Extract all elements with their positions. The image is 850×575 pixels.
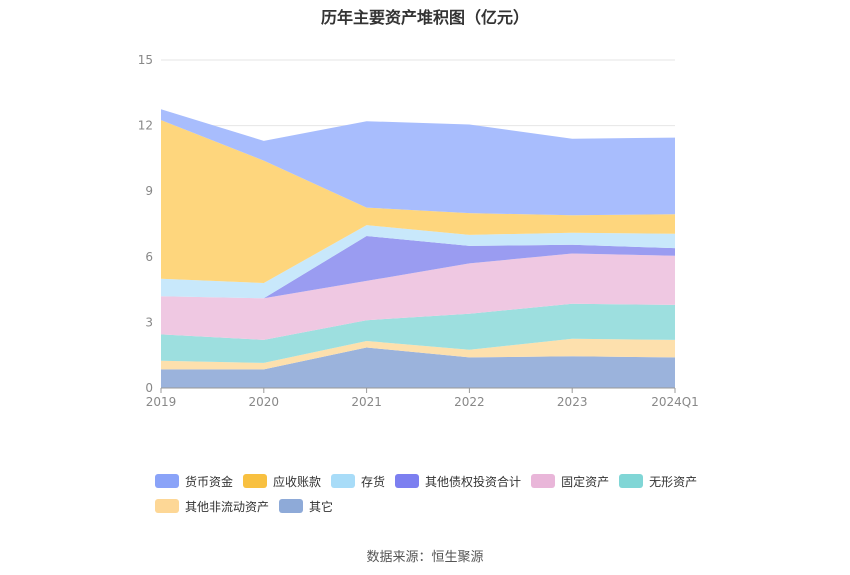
area-存货 <box>161 225 675 299</box>
chart-title: 历年主要资产堆积图（亿元） <box>320 8 529 27</box>
area-其他非流动资产 <box>161 338 675 370</box>
area-无形资产 <box>161 303 675 363</box>
legend-swatch <box>155 499 179 513</box>
legend-label: 其他债权投资合计 <box>425 474 522 489</box>
legend-item[interactable]: 其它 <box>279 498 333 514</box>
legend-swatch <box>243 474 268 488</box>
y-tick-label: 9 <box>145 184 153 198</box>
area-固定资产 <box>161 253 675 340</box>
area-其它 <box>161 347 675 388</box>
x-tick-label: 2019 <box>146 395 177 409</box>
y-tick-label: 15 <box>138 53 153 67</box>
x-tick-label: 2020 <box>249 395 280 409</box>
legend-item[interactable]: 无形资产 <box>619 473 697 489</box>
legend-label: 存货 <box>361 474 386 489</box>
legend-item[interactable]: 其他债权投资合计 <box>395 473 521 489</box>
legend-label: 应收账款 <box>273 474 322 489</box>
area-货币资金 <box>161 109 675 216</box>
legend-swatch <box>279 499 304 513</box>
stacked-area-chart: 0 3 6 9 12 15 2019 2020 2021 2022 2023 2024Q1 <box>138 53 699 409</box>
legend-label: 其他非流动资产 <box>185 499 270 514</box>
legend-item[interactable]: 货币资金 <box>155 473 233 489</box>
y-tick-label: 0 <box>145 381 153 395</box>
legend-label: 固定资产 <box>561 474 610 489</box>
legend-swatch <box>619 474 644 488</box>
legend-item[interactable]: 其他非流动资产 <box>155 498 269 514</box>
legend-swatch <box>331 474 356 488</box>
legend-swatch <box>155 474 179 488</box>
legend: 货币资金 应收账款 存货 其他债权投资合计 固定资产 无形资产其他非流动资产 其它 <box>155 473 715 514</box>
legend-label: 无形资产 <box>649 474 698 489</box>
y-tick-label: 3 <box>145 315 153 329</box>
y-tick-label: 6 <box>145 250 153 264</box>
x-tick-label: 2023 <box>557 395 588 409</box>
data-source: 数据来源：恒生聚源 <box>366 550 484 565</box>
x-tick-label: 2024Q1 <box>651 395 699 409</box>
legend-label: 其它 <box>309 499 334 514</box>
axes: 0 3 6 9 12 15 2019 2020 2021 2022 2023 2024Q1 <box>138 53 699 409</box>
x-tick-label: 2022 <box>454 395 485 409</box>
area-其他债权投资合计 <box>161 236 675 299</box>
area-应收账款 <box>161 120 675 283</box>
legend-item[interactable]: 应收账款 <box>243 473 321 489</box>
y-tick-label: 12 <box>138 119 153 133</box>
legend-swatch <box>395 474 420 488</box>
area-series <box>161 109 675 388</box>
x-tick-label: 2021 <box>351 395 382 409</box>
legend-label: 货币资金 <box>185 474 234 489</box>
legend-swatch <box>531 474 556 488</box>
legend-item[interactable]: 固定资产 <box>531 473 609 489</box>
legend-item[interactable]: 存货 <box>331 473 385 489</box>
